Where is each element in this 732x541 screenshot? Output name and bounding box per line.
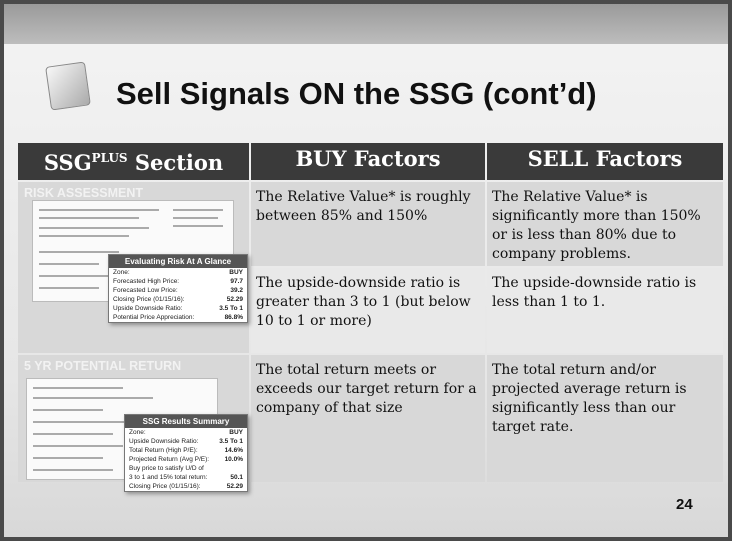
inset-label: Upside Downside Ratio:: [129, 438, 199, 445]
inset-label: Zone:: [113, 269, 130, 276]
inset-value: BUY: [229, 269, 243, 276]
sell-cell: The upside-downside ratio is less than 1…: [487, 268, 723, 353]
inset-value: 50.1: [230, 474, 243, 481]
inset-row: Projected Return (Avg P/E): 10.0%: [125, 455, 247, 464]
inset-row: Total Return (High P/E): 14.6%: [125, 446, 247, 455]
inset-row: Closing Price (01/15/16): 52.29: [109, 295, 247, 304]
inset-value: 52.29: [226, 296, 243, 303]
page-number: 24: [676, 496, 693, 513]
slide: Sell Signals ON the SSG (cont’d) SSGPLUS…: [4, 4, 728, 537]
inset-value: 3.5 To 1: [219, 438, 243, 445]
inset-label: Projected Return (Avg P/E):: [129, 456, 210, 463]
inset-title: SSG Results Summary: [125, 415, 247, 428]
inset-value: 39.2: [230, 287, 243, 294]
inset-value: 86.8%: [224, 314, 243, 321]
inset-row: Potential Price Appreciation: 86.8%: [109, 313, 247, 322]
inset-row: Zone: BUY: [125, 428, 247, 437]
inset-label: Buy price to satisfy U/D of: [129, 465, 204, 472]
section-label: 5 YR POTENTIAL RETURN: [24, 359, 182, 373]
inset-panel: Evaluating Risk At A Glance Zone: BUY For…: [108, 254, 248, 323]
inset-label: Zone:: [129, 429, 146, 436]
buy-cell: The upside-downside ratio is greater tha…: [251, 268, 485, 353]
inset-value: 14.6%: [224, 447, 243, 454]
inset-row: Forecasted Low Price: 39.2: [109, 286, 247, 295]
inset-label: Closing Price (01/15/16):: [113, 296, 185, 303]
inset-panel: SSG Results Summary Zone: BUY Upside Down…: [124, 414, 248, 492]
inset-row: 3 to 1 and 15% total return: 50.1: [125, 473, 247, 482]
buy-cell: The Relative Value* is roughly between 8…: [251, 182, 485, 266]
inset-label: Potential Price Appreciation:: [113, 314, 195, 321]
inset-label: Forecasted High Price:: [113, 278, 180, 285]
top-band: [4, 4, 728, 44]
header-sup: PLUS: [91, 151, 128, 165]
section-label: RISK ASSESSMENT: [24, 186, 144, 200]
inset-row: Zone: BUY: [109, 268, 247, 277]
inset-label: Total Return (High P/E):: [129, 447, 198, 454]
header-cell: BUY Factors: [251, 143, 485, 180]
slide-title: Sell Signals ON the SSG (cont’d): [116, 76, 597, 111]
sell-cell: The Relative Value* is significantly mor…: [487, 182, 723, 266]
header-cell: SSGPLUS Section: [18, 143, 249, 180]
inset-row: Forecasted High Price: 97.7: [109, 277, 247, 286]
inset-label: Upside Downside Ratio:: [113, 305, 183, 312]
inset-value: 10.0%: [224, 456, 243, 463]
inset-value: BUY: [229, 429, 243, 436]
inset-value: 3.5 To 1: [219, 305, 243, 312]
inset-row: Closing Price (01/15/16): 52.29: [125, 482, 247, 491]
buy-cell: The total return meets or exceeds our ta…: [251, 355, 485, 482]
inset-value: 52.29: [226, 483, 243, 490]
inset-row: Upside Downside Ratio: 3.5 To 1: [125, 437, 247, 446]
sell-cell: The total return and/or projected averag…: [487, 355, 723, 482]
inset-row: Buy price to satisfy U/D of: [125, 464, 247, 473]
inset-title: Evaluating Risk At A Glance: [109, 255, 247, 268]
header-text: SSG: [43, 150, 92, 175]
slide-icon: [45, 61, 91, 111]
inset-label: 3 to 1 and 15% total return:: [129, 474, 208, 481]
inset-label: Forecasted Low Price:: [113, 287, 178, 294]
header-cell: SELL Factors: [487, 143, 723, 180]
header-text: Section: [134, 150, 224, 175]
inset-value: 97.7: [230, 278, 243, 285]
inset-row: Upside Downside Ratio: 3.5 To 1: [109, 304, 247, 313]
inset-label: Closing Price (01/15/16):: [129, 483, 201, 490]
